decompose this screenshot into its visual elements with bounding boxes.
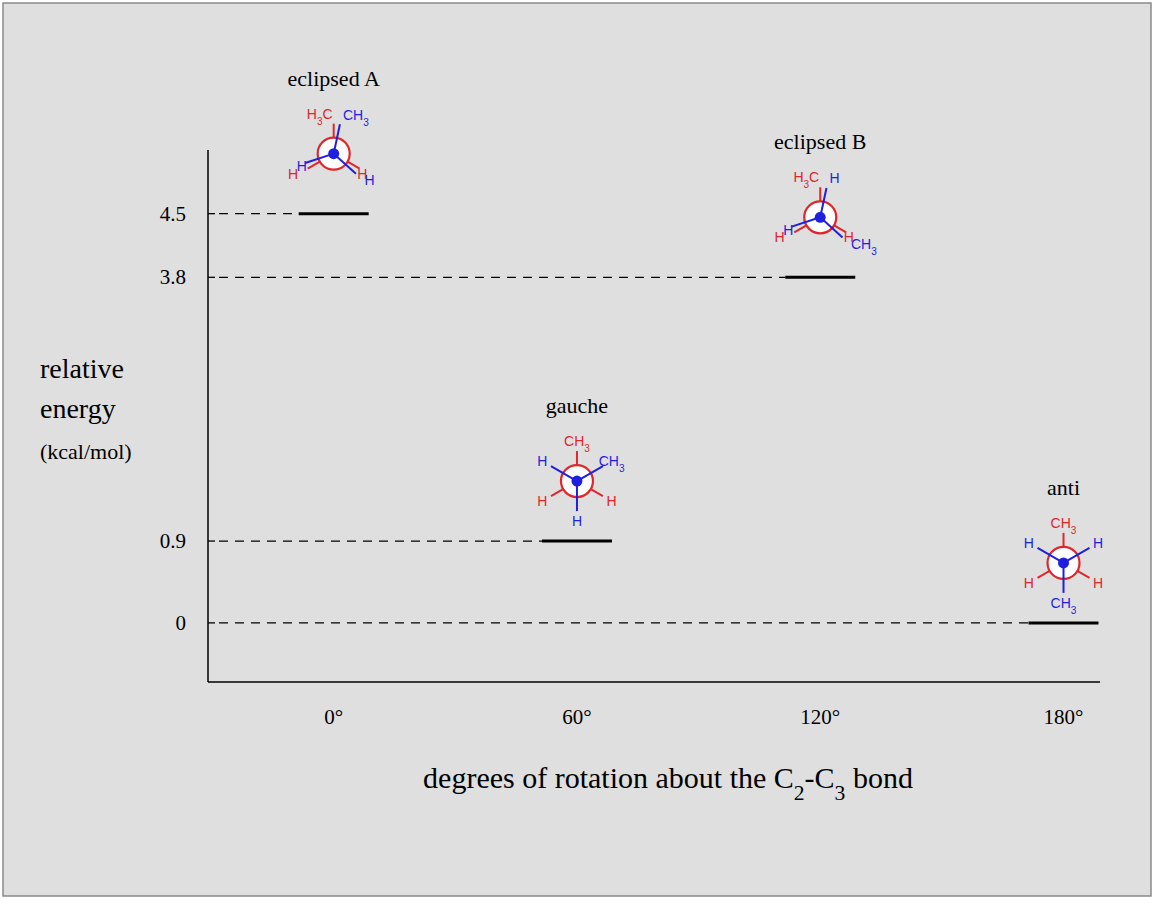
- conformer-label: eclipsed B: [774, 129, 866, 154]
- back-bond: [819, 187, 821, 201]
- energy-level: [1029, 621, 1099, 624]
- x-tick-label: 0°: [324, 705, 343, 729]
- newman-projection: CH3 H H CH3 H H: [537, 433, 625, 529]
- y-axis-label: (kcal/mol): [40, 439, 132, 464]
- level-connector: [219, 277, 785, 278]
- substituent: CH3: [564, 433, 590, 454]
- substituent: CH3: [851, 236, 877, 257]
- chart-svg: 0 0.9 3.8 4.5 0° 60° 120° 180° degrees of rotati…: [0, 0, 1159, 904]
- back-bond: [551, 489, 563, 496]
- substituent: H: [830, 170, 840, 186]
- levels: [219, 214, 1099, 623]
- front-carbon: [815, 212, 826, 223]
- level-connector: [219, 540, 542, 541]
- level-connector: [219, 622, 1029, 623]
- back-bond: [1077, 571, 1089, 578]
- conformer-label: anti: [1047, 475, 1080, 500]
- conformer-label: eclipsed A: [288, 66, 380, 91]
- x-tick-label: 120°: [800, 705, 840, 729]
- conformer-label: gauche: [546, 393, 608, 418]
- y-tick: [208, 622, 215, 623]
- front-carbon: [328, 148, 339, 159]
- substituent: H3C: [307, 106, 333, 127]
- newman-projection: CH3 H H CH3 H H: [1024, 515, 1103, 616]
- y-tick: [208, 540, 215, 541]
- substituent: CH3: [599, 453, 625, 474]
- y-tick-label: 3.8: [160, 265, 186, 289]
- y-tick-label: 0: [176, 611, 187, 635]
- substituent: H: [364, 172, 374, 188]
- substituent: CH3: [1051, 515, 1077, 536]
- back-bond: [591, 489, 603, 496]
- x-tick-label: 180°: [1044, 705, 1084, 729]
- y-axis-label: energy: [40, 393, 116, 424]
- substituent: H: [1024, 535, 1034, 551]
- back-bond: [1038, 571, 1050, 578]
- back-bond: [576, 451, 578, 465]
- substituent: H: [537, 453, 547, 469]
- energy-level: [785, 276, 855, 279]
- x-axis: [208, 681, 1100, 683]
- substituent: CH3: [1051, 595, 1077, 616]
- back-bond: [1063, 533, 1065, 547]
- newman-projection: H3CHHCH3HH: [288, 106, 375, 189]
- substituent: H: [297, 158, 307, 174]
- background: [3, 3, 1151, 896]
- substituent: H3C: [793, 169, 819, 190]
- y-tick-label: 0.9: [160, 529, 186, 553]
- energy-level: [299, 212, 369, 215]
- back-bond: [333, 124, 335, 138]
- substituent: H: [572, 513, 582, 529]
- y-tick-label: 4.5: [160, 202, 186, 226]
- y-axis: [207, 150, 209, 682]
- back-bond: [308, 162, 320, 169]
- front-carbon: [1058, 557, 1069, 568]
- front-carbon: [571, 476, 582, 487]
- substituent: H: [1093, 535, 1103, 551]
- energy-level: [542, 540, 612, 543]
- y-axis-label: relative: [40, 353, 124, 384]
- chart-root: 0 0.9 3.8 4.5 0° 60° 120° 180° degrees of rotati…: [0, 0, 1159, 904]
- level-connector: [219, 213, 299, 214]
- substituent: H: [1024, 575, 1034, 591]
- substituent: H: [607, 493, 617, 509]
- newman-projection: H3CHHCH3HH: [774, 169, 877, 256]
- y-tick: [208, 277, 215, 278]
- y-tick: [208, 213, 215, 214]
- substituent: CH3: [343, 107, 369, 128]
- substituent: H: [1093, 575, 1103, 591]
- back-bond: [794, 225, 806, 232]
- substituent: H: [783, 222, 793, 238]
- x-axis-label: degrees of rotation about the C2-C3 bond: [423, 761, 913, 805]
- substituent: H: [537, 493, 547, 509]
- x-tick-label: 60°: [562, 705, 591, 729]
